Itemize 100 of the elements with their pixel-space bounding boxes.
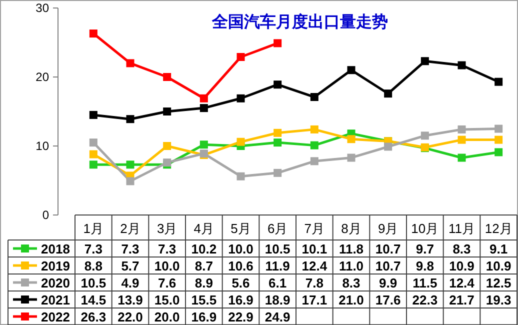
point — [274, 80, 282, 89]
point — [126, 177, 134, 186]
point — [274, 39, 282, 48]
y-tick-label: 20 — [36, 70, 50, 84]
point — [236, 52, 245, 61]
data-label: 21.7 — [449, 292, 474, 308]
x-tick-label: 1月 — [83, 221, 104, 236]
point — [310, 141, 318, 150]
data-label: 10.9 — [486, 258, 512, 274]
point — [384, 142, 392, 151]
point — [458, 61, 466, 70]
data-label: 4.9 — [121, 276, 140, 290]
data-label: 5.7 — [121, 258, 140, 274]
point — [274, 168, 282, 177]
data-label: 10.0 — [154, 258, 180, 274]
data-label: 9.9 — [379, 276, 398, 290]
legend-label: 2022 — [41, 310, 70, 324]
x-tick-label: 6月 — [267, 221, 288, 236]
data-label: 15.5 — [191, 292, 217, 308]
point — [458, 136, 466, 144]
data-label: 11.0 — [338, 258, 364, 274]
data-label: 7.8 — [305, 276, 324, 290]
data-label: 10.2 — [191, 242, 217, 256]
data-label: 8.7 — [194, 258, 213, 274]
data-label: 19.3 — [486, 292, 512, 308]
point — [163, 142, 172, 150]
y-tick-label: 0 — [42, 208, 50, 222]
point — [200, 140, 208, 149]
data-label: 16.9 — [228, 292, 254, 308]
data-label: 22.9 — [228, 310, 254, 324]
data-label: 12.5 — [486, 276, 512, 290]
data-label: 5.6 — [232, 276, 250, 290]
data-label: 7.3 — [158, 242, 176, 256]
point — [126, 115, 134, 124]
x-tick-label: 4月 — [194, 221, 214, 236]
point — [420, 57, 429, 66]
data-label: 14.5 — [80, 292, 106, 308]
x-tick-label: 11月 — [448, 221, 475, 236]
data-label: 8.3 — [452, 242, 471, 256]
data-label: 10.5 — [264, 242, 290, 256]
point — [494, 148, 503, 156]
point — [236, 94, 245, 102]
point — [163, 108, 172, 116]
data-label: 10.0 — [228, 242, 254, 256]
point — [126, 59, 134, 68]
data-label: 10.7 — [375, 258, 401, 274]
data-label: 12.4 — [302, 258, 328, 274]
point — [494, 136, 503, 144]
data-label: 24.9 — [264, 310, 290, 324]
point — [494, 124, 503, 133]
x-tick-label: 9月 — [378, 221, 398, 236]
data-label: 17.6 — [375, 292, 401, 308]
data-label: 6.1 — [268, 276, 287, 290]
point — [347, 154, 356, 162]
data-label: 8.8 — [84, 258, 102, 274]
point — [89, 138, 98, 147]
x-tick-label: 5月 — [230, 221, 251, 236]
data-label: 11.9 — [265, 258, 290, 274]
point — [236, 172, 245, 180]
point — [347, 66, 356, 74]
data-label: 12.4 — [449, 276, 476, 290]
point — [89, 30, 98, 38]
data-label: 17.1 — [302, 292, 328, 308]
legend-label: 2020 — [41, 276, 70, 290]
point — [200, 94, 208, 102]
point — [163, 73, 172, 81]
x-tick-label: 2月 — [120, 221, 140, 236]
y-tick-label: 10 — [36, 139, 50, 153]
point — [236, 138, 245, 146]
data-label: 10.9 — [449, 258, 474, 274]
data-label: 7.6 — [158, 276, 176, 290]
x-tick-label: 7月 — [304, 221, 325, 236]
point — [420, 132, 429, 140]
point — [310, 125, 318, 134]
point — [89, 150, 98, 158]
data-label: 26.3 — [80, 310, 106, 324]
point — [200, 104, 208, 112]
point — [458, 125, 466, 134]
data-label: 11.5 — [412, 276, 438, 290]
data-label: 9.1 — [490, 242, 508, 256]
data-label: 8.3 — [342, 276, 360, 290]
data-label: 10.1 — [302, 242, 328, 256]
data-label: 10.5 — [80, 276, 106, 290]
legend-label: 2019 — [41, 258, 70, 274]
data-label: 8.9 — [194, 276, 213, 290]
data-label: 11.8 — [338, 242, 364, 256]
y-tick-label: 30 — [36, 1, 50, 15]
data-label: 16.9 — [191, 310, 217, 324]
point — [274, 138, 282, 147]
legend-label: 2018 — [41, 242, 70, 256]
point — [458, 154, 466, 162]
data-label: 21.0 — [338, 292, 364, 308]
data-label: 15.0 — [154, 292, 180, 308]
point — [494, 78, 503, 86]
data-label: 22.3 — [412, 292, 438, 308]
data-label: 18.9 — [264, 292, 290, 308]
point — [89, 160, 98, 169]
point — [310, 93, 318, 102]
data-label: 13.9 — [118, 292, 143, 308]
data-label: 10.7 — [375, 242, 401, 256]
